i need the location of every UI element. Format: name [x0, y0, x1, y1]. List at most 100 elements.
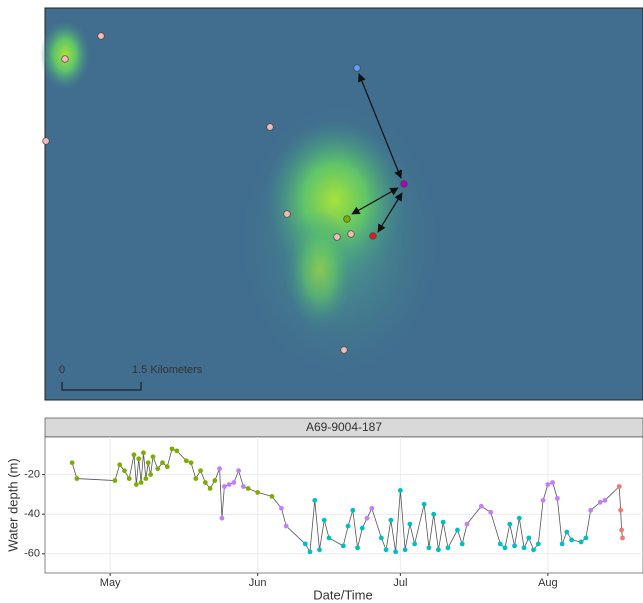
depth-point: [455, 527, 460, 533]
depth-point: [507, 521, 513, 527]
depth-point: [355, 545, 360, 551]
depth-point: [148, 472, 154, 478]
depth-point: [431, 511, 437, 517]
depth-point: [207, 486, 213, 491]
depth-point: [440, 519, 446, 525]
depth-point: [131, 452, 137, 458]
depth-point: [597, 499, 603, 505]
depth-point: [436, 547, 441, 553]
map: 0 1.5 Kilometers: [40, 7, 643, 401]
depth-point: [269, 493, 275, 499]
x-tick-label: Jun: [249, 577, 267, 589]
depth-point: [307, 549, 313, 555]
depth-point: [388, 517, 394, 523]
x-tick-label: May: [100, 577, 121, 589]
depth-point: [198, 468, 203, 474]
depth-point: [350, 507, 356, 513]
depth-point: [145, 460, 151, 466]
depth-point: [412, 541, 418, 547]
depth-point: [554, 495, 560, 501]
movement-arrows: [351, 73, 403, 233]
depth-point: [317, 547, 322, 553]
depth-point: [202, 480, 208, 485]
depth-point: [326, 535, 332, 541]
depth-point: [619, 527, 624, 533]
x-tick-label: Jul: [393, 577, 407, 589]
depth-point: [540, 497, 546, 503]
depth-point: [136, 456, 142, 462]
depth-point: [402, 547, 408, 553]
depth-point: [183, 458, 189, 464]
depth-point: [497, 541, 503, 547]
depth-point: [550, 480, 556, 485]
depth-point: [283, 523, 289, 529]
depth-point: [588, 507, 594, 513]
depth-point: [616, 484, 622, 489]
depth-point: [74, 476, 80, 481]
depth-point: [226, 482, 232, 487]
depth-point: [464, 521, 470, 527]
depth-point: [138, 480, 144, 485]
depth-point: [535, 541, 541, 547]
depth-point: [445, 545, 451, 551]
depth-point: [141, 450, 146, 456]
depth-point: [618, 507, 624, 513]
depth-point: [219, 515, 225, 521]
depth-point: [502, 545, 508, 551]
plot-panel: [44, 436, 643, 574]
y-tick-label: -60: [24, 548, 40, 560]
depth-point: [369, 505, 375, 511]
depth-point: [378, 535, 384, 541]
depth-point: [174, 448, 180, 454]
depth-point: [312, 497, 318, 503]
depth-point: [516, 515, 522, 521]
depth-point: [169, 446, 175, 452]
depth-point: [345, 523, 351, 529]
depth-point: [112, 478, 118, 483]
depth-point: [217, 466, 222, 472]
receivers: [42, 32, 408, 354]
depth-point: [155, 466, 161, 472]
depth-point: [407, 521, 413, 527]
depth-point: [564, 529, 570, 535]
depth-point: [160, 460, 165, 466]
scale-start: 0: [59, 364, 65, 376]
map-shallow: [40, 20, 90, 90]
depth-point: [321, 517, 327, 523]
depth-point: [397, 488, 403, 493]
depth-point: [69, 460, 75, 466]
x-tick-label: Aug: [538, 577, 558, 589]
depth-point: [578, 539, 584, 545]
depth-point: [459, 541, 465, 547]
depth-point: [426, 545, 432, 551]
depth-point: [531, 547, 536, 553]
depth-point: [364, 515, 370, 521]
depth-point: [122, 468, 127, 474]
depth-point: [188, 460, 194, 466]
y-tick-label: -20: [24, 469, 40, 481]
depth-point: [521, 545, 527, 551]
depth-point: [236, 468, 242, 474]
depth-point: [302, 541, 308, 547]
depth-point: [602, 497, 608, 503]
facet-label: A69-9004-187: [306, 420, 382, 434]
scale-label: 1.5 Kilometers: [132, 364, 203, 376]
depth-point: [255, 490, 261, 495]
depth-point: [393, 549, 399, 555]
scale-bar: [61, 382, 142, 391]
depth-point: [143, 476, 149, 481]
depth-point: [526, 535, 532, 541]
depth-point: [478, 503, 484, 509]
depth-point: [359, 525, 365, 531]
depth-point: [488, 509, 494, 515]
depth-point: [150, 454, 156, 460]
depth-point: [383, 547, 389, 553]
depth-point: [221, 484, 227, 489]
depth-point: [421, 501, 427, 507]
depth-point: [133, 482, 139, 487]
depth-point: [583, 535, 589, 541]
depth-point: [279, 505, 284, 511]
depth-point: [240, 484, 246, 489]
depth-point: [545, 482, 551, 487]
